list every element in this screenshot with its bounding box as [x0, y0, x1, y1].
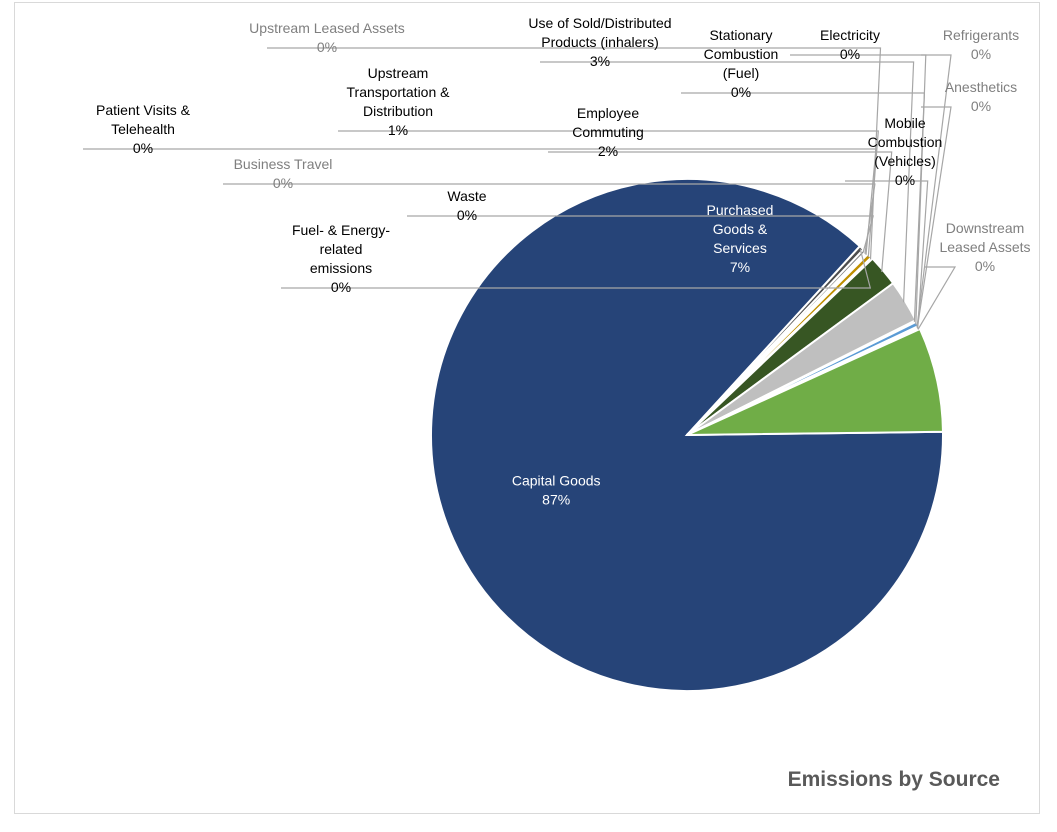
- slice-label-12: Refrigerants 0%: [943, 27, 1019, 62]
- slice-label-13: Anesthetics 0%: [945, 79, 1017, 114]
- slice-label-16: Purchased Goods & Services 7%: [707, 202, 774, 275]
- chart-frame: Capital Goods 87% Fuel- & Energy-related em…: [14, 2, 1040, 814]
- slice-label-9: Use of Sold/Distributed Products (inhaler…: [528, 15, 671, 69]
- leader-line-8: [548, 151, 893, 272]
- slice-label-4: Business Travel 0%: [234, 156, 333, 191]
- pie-chart: Capital Goods 87% Fuel- & Energy-related em…: [83, 15, 1031, 791]
- slice-label-11: Electricity 0%: [820, 27, 880, 62]
- leader-line-2: [281, 249, 872, 289]
- slice-label-7: Upstream Leased Assets 0%: [249, 20, 405, 55]
- slice-label-5: Patient Visits & Telehealth 0%: [96, 102, 191, 156]
- slice-label-10: Stationary Combustion (Fuel) 0%: [704, 27, 779, 100]
- leader-line-9: [540, 61, 915, 303]
- slice-label-8: Employee Commuting 2%: [572, 105, 644, 159]
- slice-label-15: Downstream Leased Assets 0%: [939, 220, 1030, 274]
- leader-line-6: [338, 130, 879, 258]
- chart-title: Emissions by Source: [788, 768, 1000, 791]
- leader-line-15: [917, 266, 957, 330]
- slice-label-14: Mobile Combustion (Vehicles) 0%: [868, 115, 943, 188]
- slice-label-6: Upstream Transportation & Distribution 1%: [347, 65, 451, 138]
- leader-line-13: [916, 106, 952, 328]
- pie-slice-1: [430, 178, 944, 692]
- slice-label-3: Waste 0%: [447, 188, 486, 223]
- leader-line-14: [845, 180, 929, 329]
- leader-line-7: [267, 47, 882, 260]
- slice-label-1: Capital Goods 87%: [512, 473, 601, 508]
- slice-label-2: Fuel- & Energy-related emissions 0%: [292, 222, 390, 295]
- leader-line-12: [916, 54, 952, 328]
- pie-slice-16: [686, 327, 944, 436]
